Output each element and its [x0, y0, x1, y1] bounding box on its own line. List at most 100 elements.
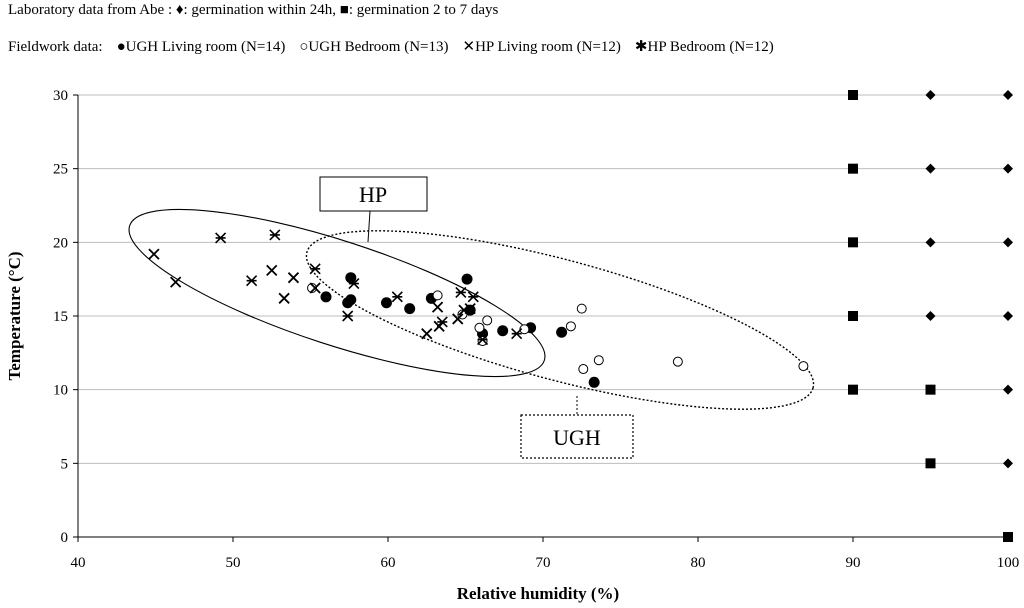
legend-label-ugh-living: UGH Living room (N=14)	[125, 39, 286, 55]
x-tick-label: 80	[691, 555, 706, 571]
legend-fieldwork: Fieldwork data: ●UGH Living room (N=14) ○U…	[8, 37, 774, 56]
y-tick-label: 15	[53, 309, 68, 325]
data-point-ugh-bedroom	[307, 283, 318, 294]
data-point-ugh-living	[497, 325, 509, 337]
data-point-hp-living	[421, 328, 433, 340]
data-point-diamond	[1003, 458, 1013, 469]
data-point-square	[848, 163, 858, 174]
data-point-ugh-bedroom	[482, 315, 493, 326]
legend-ugh-living: ●UGH Living room (N=14)	[117, 39, 286, 55]
data-point-ugh-bedroom	[519, 324, 530, 335]
legend-label-ugh-bedroom: UGH Bedroom (N=13)	[308, 39, 449, 55]
legend-laboratory: Laboratory data from Abe : ♦: germinatio…	[8, 2, 498, 19]
x-tick-label: 100	[997, 555, 1020, 571]
y-tick-label: 25	[53, 162, 68, 178]
legend-lab-prefix: Laboratory data from Abe :	[8, 2, 173, 18]
legend-ugh-bedroom: ○UGH Bedroom (N=13)	[299, 39, 448, 55]
y-tick-label: 10	[53, 383, 68, 399]
data-point-ugh-bedroom	[576, 303, 587, 314]
y-tick-label: 5	[61, 456, 69, 472]
data-point-ugh-living	[588, 376, 600, 388]
data-point-hp-bedroom	[309, 263, 321, 275]
x-tick-label: 40	[71, 555, 86, 571]
points-layer	[148, 90, 1013, 542]
data-point-hp-bedroom	[436, 316, 448, 328]
data-point-hp-living	[148, 248, 160, 260]
data-point-square	[925, 458, 936, 469]
axes-layer: 0 5 10 15 20 25 30 40 50 60 70 80 90 100	[53, 88, 1019, 571]
data-point-hp-living	[431, 301, 444, 313]
x-tick-label: 90	[846, 555, 861, 571]
legend-label-hp-bedroom: HP Bedroom (N=12)	[647, 39, 774, 55]
y-tick-label: 30	[53, 88, 68, 104]
x-axis-title: Relative humidity (%)	[457, 584, 619, 603]
data-point-hp-living	[170, 276, 182, 288]
data-point-diamond	[1003, 311, 1013, 321]
data-point-hp-bedroom	[342, 310, 354, 322]
diamond-icon: ♦	[175, 2, 184, 18]
data-point-ugh-bedroom	[474, 322, 485, 333]
hp-callout-line	[367, 210, 371, 243]
legend-lab-square-label: : germination 2 to 7 days	[348, 2, 499, 18]
data-point-ugh-bedroom	[565, 321, 576, 332]
data-point-hp-bedroom	[215, 232, 227, 244]
data-point-diamond	[925, 237, 936, 248]
data-point-hp-bedroom	[455, 286, 467, 298]
square-icon: ■	[339, 2, 349, 18]
data-point-hp-living	[452, 313, 464, 325]
data-point-square	[848, 237, 858, 248]
data-point-hp-bedroom	[476, 334, 489, 346]
x-tick-label: 50	[226, 555, 241, 571]
data-point-hp-living	[309, 282, 321, 294]
y-tick-label: 20	[53, 235, 68, 251]
data-point-hp-living	[278, 292, 290, 304]
hp-callout-label: HP	[359, 182, 387, 207]
data-point-hp-living	[266, 264, 278, 276]
filled-circle-icon: ●	[116, 39, 126, 55]
hp-ellipse	[128, 208, 546, 378]
data-point-square	[925, 384, 936, 395]
data-point-ugh-bedroom	[578, 364, 589, 375]
data-point-ugh-living	[320, 291, 332, 303]
legend-lab-diamond-label: : germination within 24h,	[183, 2, 336, 18]
legend-field-prefix: Fieldwork data:	[8, 39, 103, 55]
legend-hp-living: ✕HP Living room (N=12)	[463, 39, 621, 55]
open-circle-icon: ○	[299, 39, 309, 55]
y-tick-label: 0	[61, 530, 69, 546]
ugh-callout-box	[520, 414, 634, 459]
data-point-diamond	[925, 163, 936, 174]
data-point-ugh-bedroom	[798, 361, 809, 372]
data-point-square	[848, 384, 858, 395]
data-point-ugh-living	[380, 297, 392, 309]
x-tick-label: 60	[381, 555, 396, 571]
hp-callout-box	[319, 176, 428, 212]
data-point-diamond	[1003, 384, 1013, 395]
asterisk-icon: ✱	[634, 39, 648, 55]
data-point-diamond	[1003, 90, 1013, 100]
x-tick-label: 70	[536, 555, 551, 571]
ellipse-layer: HP UGH	[128, 176, 815, 459]
ugh-callout-label: UGH	[553, 425, 601, 450]
data-point-ugh-bedroom	[593, 355, 604, 366]
x-mark-icon: ✕	[462, 39, 476, 55]
data-point-hp-bedroom	[467, 291, 479, 303]
data-point-hp-bedroom	[391, 291, 403, 303]
data-point-ugh-bedroom	[672, 356, 683, 367]
data-point-hp-living	[464, 302, 476, 315]
data-point-diamond	[925, 311, 936, 321]
data-point-diamond	[1003, 237, 1013, 248]
data-point-square	[1003, 532, 1013, 542]
data-point-hp-bedroom	[348, 278, 360, 290]
data-point-diamond	[1003, 163, 1013, 174]
data-point-square	[848, 311, 858, 321]
data-point-diamond	[925, 90, 936, 100]
data-point-ugh-bedroom	[477, 336, 488, 347]
data-point-ugh-bedroom	[432, 290, 443, 301]
data-point-hp-bedroom	[246, 275, 258, 287]
data-point-ugh-living	[345, 272, 357, 284]
data-point-ugh-living	[404, 303, 416, 315]
data-point-hp-bedroom	[511, 328, 523, 340]
legend-label-hp-living: HP Living room (N=12)	[475, 39, 621, 55]
data-point-ugh-living	[461, 273, 473, 285]
